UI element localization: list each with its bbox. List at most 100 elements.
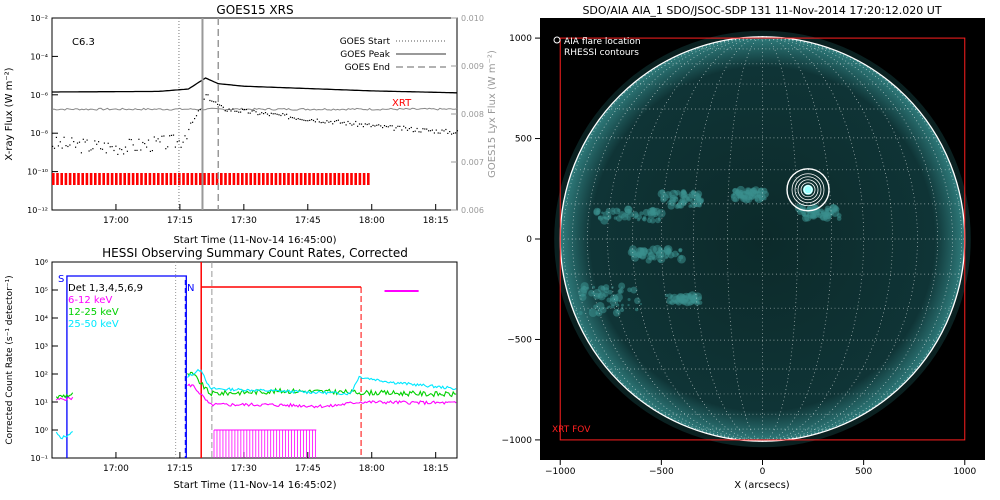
- xrt-coverage-bar: [157, 173, 160, 185]
- goes-short-channel-point: [126, 150, 128, 152]
- longitude-gridline: [762, 36, 832, 442]
- active-region-blob: [664, 293, 669, 298]
- goes-short-channel-point: [119, 148, 121, 150]
- goes-short-channel-point: [426, 128, 428, 130]
- goes-short-channel-point: [184, 135, 186, 137]
- goes-short-channel-point: [241, 108, 244, 110]
- goes-short-channel-point: [75, 146, 77, 148]
- active-region-blob: [627, 248, 636, 257]
- active-region-blob: [678, 204, 683, 209]
- goes-class-annotation: C6.3: [72, 37, 95, 48]
- goes-short-channel-point: [453, 132, 455, 134]
- active-region-blob: [639, 211, 644, 216]
- active-region-blob: [631, 211, 639, 219]
- goes-short-channel-point: [456, 130, 458, 132]
- goes-short-channel-point: [428, 130, 430, 132]
- goes-short-channel-point: [362, 126, 364, 128]
- goes-lyx-series: [51, 107, 458, 111]
- active-region-blob: [618, 282, 626, 290]
- rhessi-contour: [803, 185, 813, 195]
- goes-y-tick-label: 10⁻⁸: [30, 129, 48, 138]
- goes-x-tick-label: 18:15: [423, 216, 449, 226]
- goes-short-channel-point: [76, 142, 79, 144]
- goes-short-channel-point: [288, 118, 290, 120]
- goes-x-label: Start Time (11-Nov-14 16:45:00): [173, 235, 336, 246]
- aia-y-tick-label: −500: [507, 335, 532, 345]
- goes-short-channel-point: [454, 132, 457, 134]
- active-region-blob: [675, 189, 681, 196]
- goes-short-channel-point: [301, 119, 303, 121]
- goes-short-channel-point: [111, 146, 113, 148]
- active-region-blob: [649, 245, 657, 253]
- goes-y-tick-label: 10⁻¹⁰: [27, 168, 48, 177]
- xrt-coverage-bar: [119, 173, 122, 185]
- goes-short-channel-point: [117, 153, 119, 155]
- goes-short-channel-point: [192, 121, 194, 123]
- aia-title: SDO/AIA AIA_1 SDO/JSOC-SDP 131 11-Nov-20…: [582, 4, 941, 17]
- rhessi-contour: [794, 176, 822, 204]
- xrt-coverage-bar: [291, 173, 294, 185]
- active-region-blob: [658, 248, 664, 253]
- goes-short-channel-point: [236, 110, 238, 112]
- goes-short-channel-point: [134, 149, 136, 151]
- goes-short-channel-point: [320, 122, 322, 124]
- goes-short-channel-point: [412, 131, 414, 133]
- xrt-coverage-bar: [320, 173, 324, 185]
- goes-short-channel-point: [297, 118, 299, 120]
- xrt-coverage-bar: [295, 173, 299, 185]
- hessi-panel: HESSI Observing Summary Count Rates, Cor…: [5, 246, 458, 491]
- xrt-coverage-bar: [140, 173, 143, 185]
- goes-short-channel-point: [443, 130, 445, 132]
- goes-short-channel-point: [451, 133, 453, 135]
- goes-short-channel-point: [305, 120, 307, 122]
- goes-short-channel-point: [195, 115, 198, 117]
- active-region-blob: [674, 203, 680, 209]
- goes-short-channel-point: [289, 116, 292, 118]
- xrt-coverage-bar: [115, 173, 118, 185]
- active-region-blob: [601, 211, 604, 214]
- xrt-fov-label: XRT FOV: [552, 425, 591, 435]
- hessi-legend: Det 1,3,4,5,6,9 6-12 keV 12-25 keV 25-50…: [68, 283, 143, 330]
- active-region-blob: [634, 307, 639, 312]
- goes-short-channel-point: [337, 119, 339, 121]
- goes-short-channel-point: [71, 137, 73, 139]
- goes-short-channel-point: [80, 152, 82, 154]
- goes-short-channel-point: [449, 131, 451, 133]
- active-region-blob: [642, 216, 647, 222]
- xrt-coverage-bar: [182, 173, 185, 185]
- goes-short-channel-point: [380, 125, 382, 127]
- xrt-coverage-bar: [73, 173, 76, 185]
- xrt-coverage-bar: [68, 173, 72, 185]
- goes-short-channel-point: [209, 99, 211, 102]
- goes-short-channel-point: [169, 135, 171, 137]
- goes-short-channel-point: [128, 138, 130, 140]
- xrt-coverage-bar: [346, 173, 349, 185]
- goes-short-channel-point: [65, 145, 67, 147]
- legend-detectors: Det 1,3,4,5,6,9: [68, 283, 143, 294]
- active-region-blob: [830, 211, 835, 215]
- goes-y-right-tick-label: 0.009: [461, 62, 484, 71]
- solar-disk: [560, 36, 965, 442]
- xrt-coverage-bar: [190, 173, 194, 185]
- goes-short-channel-point: [316, 118, 318, 120]
- goes-short-channel-point: [424, 128, 426, 130]
- goes-short-channel-point: [266, 113, 269, 115]
- goes-y-right-label: GOES15 Lyx Flux (W m⁻²): [487, 50, 498, 178]
- goes-short-channel-point: [228, 108, 230, 110]
- goes-short-channel-point: [382, 127, 384, 129]
- xrt-coverage-bar: [325, 173, 328, 185]
- goes-short-channel-point: [101, 148, 104, 150]
- xrt-coverage-bar: [60, 173, 63, 185]
- active-region-blob: [595, 210, 600, 215]
- goes-short-channel-point: [437, 132, 439, 134]
- goes-short-channel-point: [165, 148, 167, 150]
- hessi-y-tick-label: 10⁵: [35, 286, 48, 295]
- goes-short-channel-point: [295, 118, 297, 120]
- xrt-coverage-bar: [245, 173, 248, 185]
- goes-short-channel-point: [213, 101, 215, 103]
- aia-legend: AIA flare location RHESSI contours: [553, 36, 641, 58]
- active-region-blob: [600, 216, 609, 225]
- active-region-blob: [666, 297, 674, 305]
- goes-short-channel-point: [272, 113, 274, 115]
- hessi-y-tick-label: 10³: [35, 342, 48, 351]
